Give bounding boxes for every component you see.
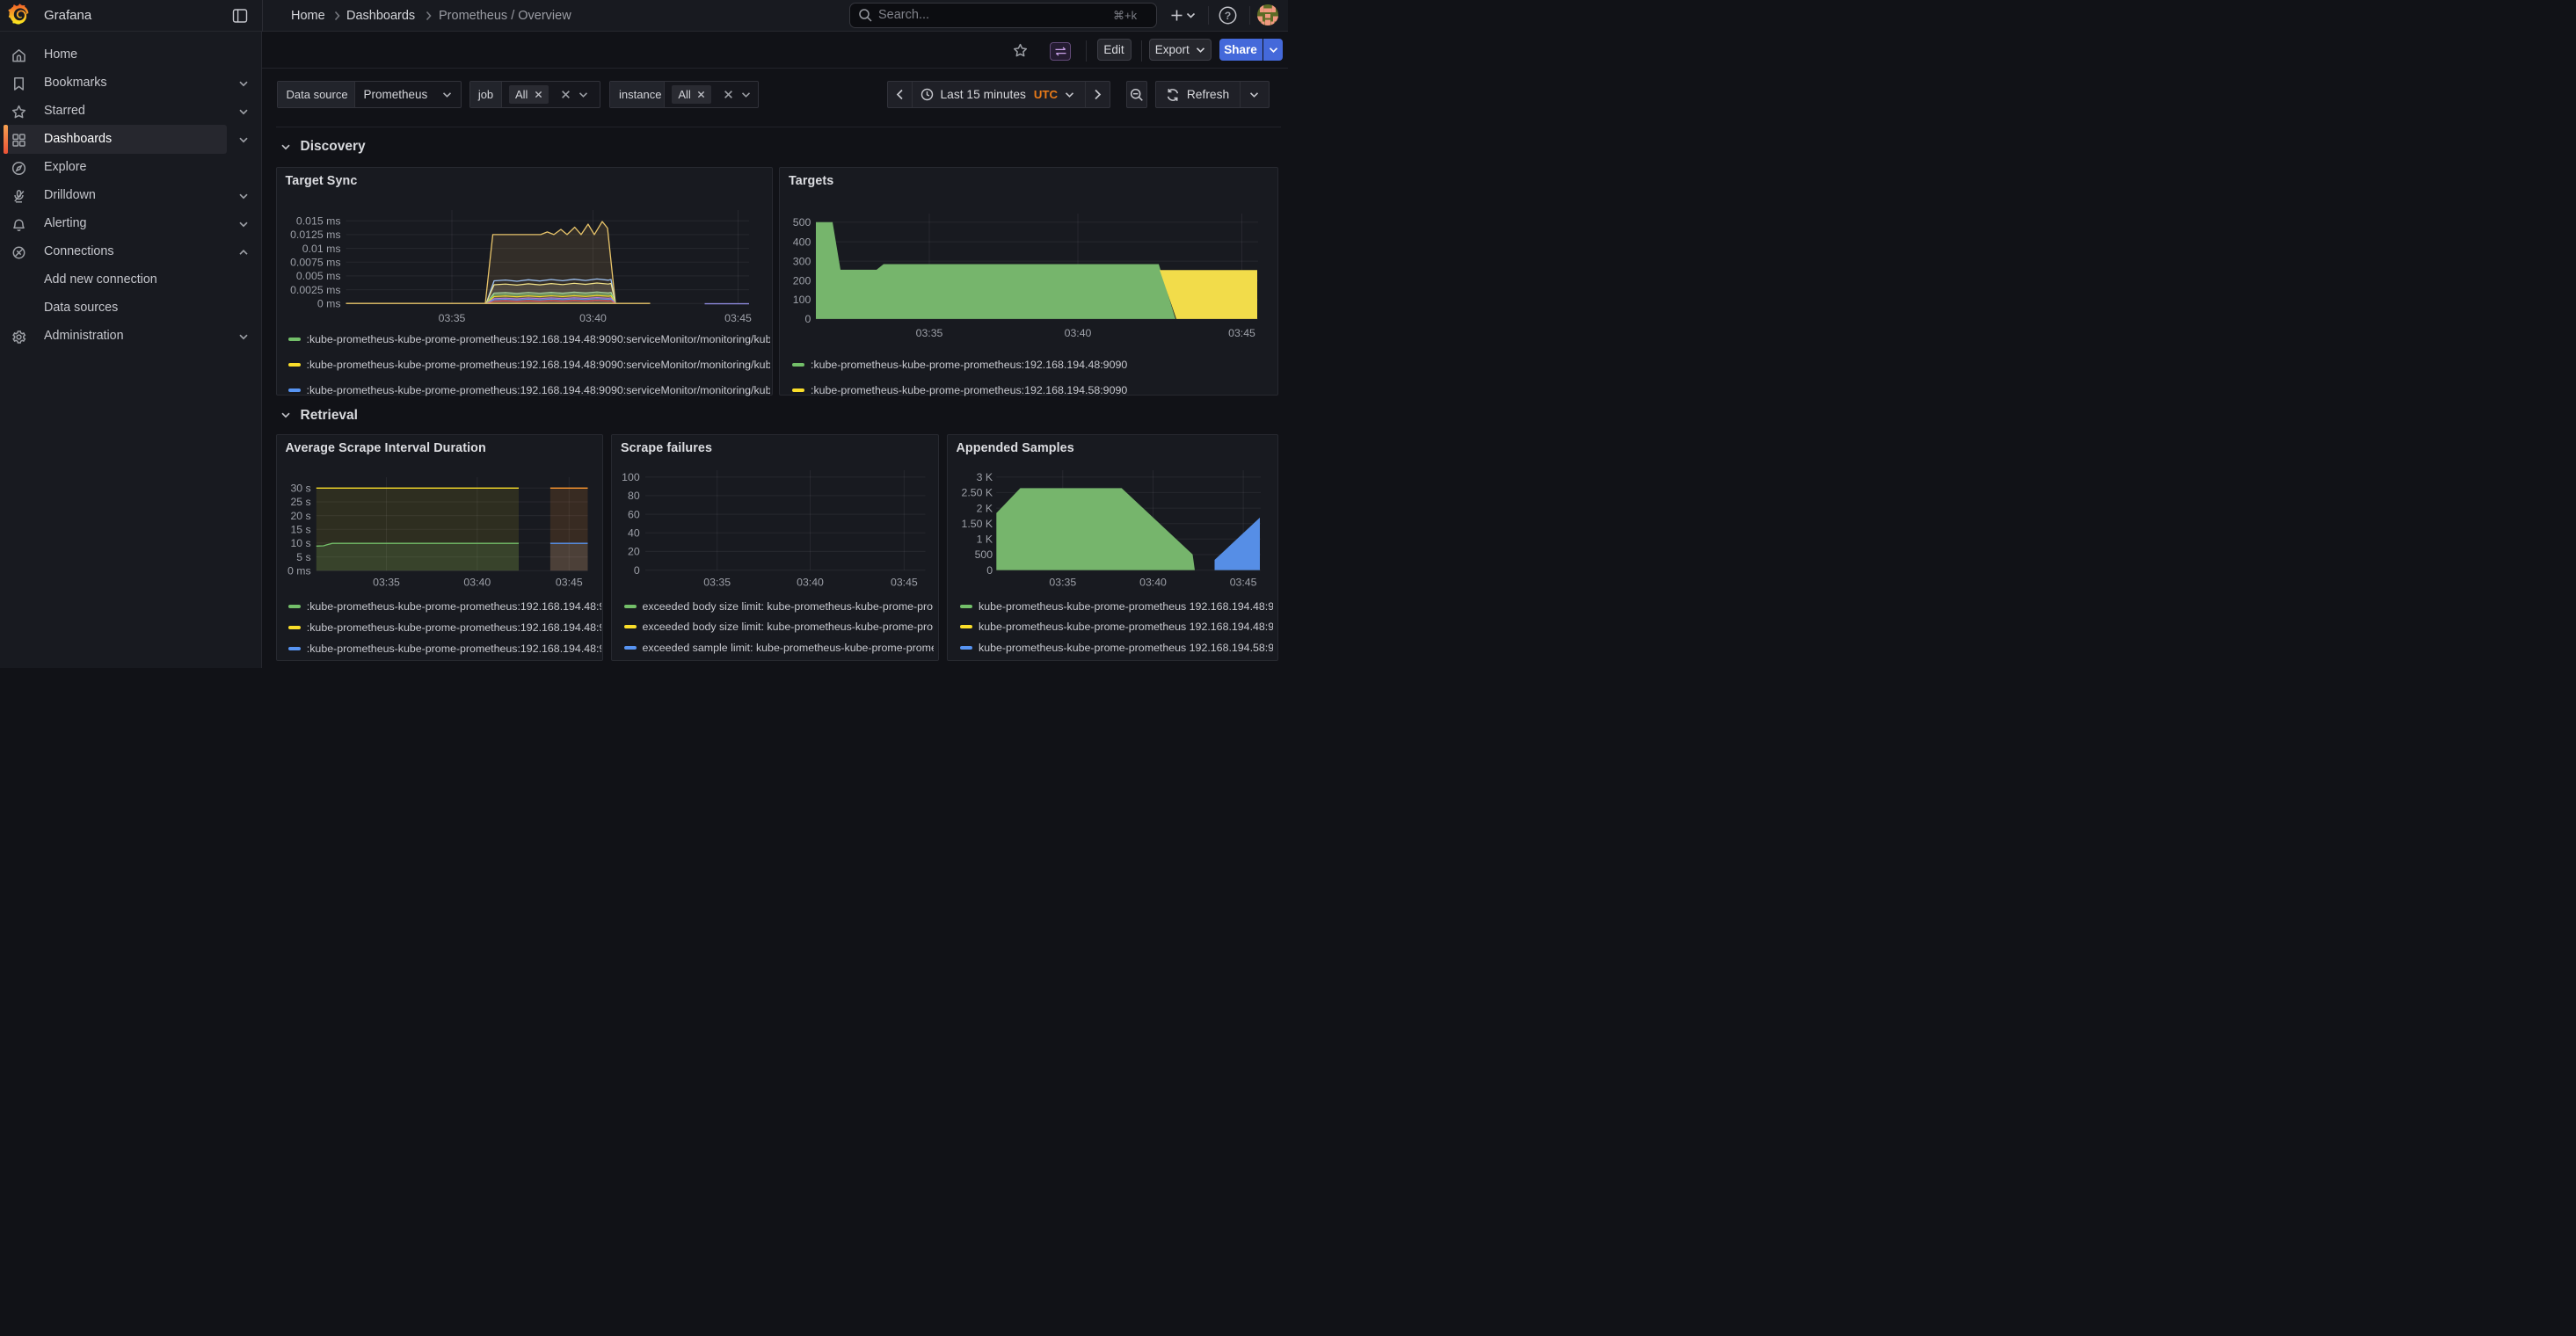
- svg-text:03:35: 03:35: [703, 577, 731, 589]
- svg-text:0: 0: [804, 313, 811, 325]
- svg-text:30 s: 30 s: [290, 483, 310, 495]
- svg-text:0 ms: 0 ms: [317, 297, 340, 309]
- svg-text:03:45: 03:45: [1228, 327, 1255, 339]
- svg-text:300: 300: [793, 255, 811, 267]
- svg-text:03:45: 03:45: [891, 577, 918, 589]
- svg-text:15 s: 15 s: [290, 524, 310, 536]
- svg-text:03:40: 03:40: [463, 577, 491, 589]
- svg-text:0.0075 ms: 0.0075 ms: [290, 256, 340, 268]
- svg-text:0.005 ms: 0.005 ms: [295, 270, 340, 282]
- svg-text:3 K: 3 K: [976, 471, 993, 483]
- svg-text:400: 400: [793, 236, 811, 248]
- svg-text:1 K: 1 K: [976, 534, 993, 546]
- svg-text:0.015 ms: 0.015 ms: [295, 214, 340, 227]
- svg-text:0: 0: [986, 564, 993, 577]
- svg-text:03:35: 03:35: [373, 577, 400, 589]
- svg-text:0.0125 ms: 0.0125 ms: [290, 229, 340, 241]
- svg-text:2.50 K: 2.50 K: [961, 487, 993, 499]
- svg-text:100: 100: [793, 294, 811, 306]
- svg-text:200: 200: [793, 274, 811, 287]
- svg-text:03:35: 03:35: [438, 312, 465, 324]
- svg-text:?: ?: [1225, 10, 1232, 22]
- svg-text:10 s: 10 s: [290, 537, 310, 549]
- svg-text:03:45: 03:45: [1229, 577, 1256, 589]
- svg-text:2 K: 2 K: [976, 502, 993, 514]
- svg-text:03:40: 03:40: [797, 577, 824, 589]
- svg-text:80: 80: [628, 490, 640, 502]
- svg-text:60: 60: [628, 508, 640, 520]
- svg-text:40: 40: [628, 526, 640, 539]
- svg-text:03:45: 03:45: [555, 577, 582, 589]
- svg-text:1.50 K: 1.50 K: [961, 518, 993, 530]
- svg-text:100: 100: [622, 471, 640, 483]
- svg-text:03:35: 03:35: [916, 327, 943, 339]
- svg-text:03:40: 03:40: [1065, 327, 1092, 339]
- svg-text:0 ms: 0 ms: [287, 564, 311, 577]
- svg-text:20: 20: [628, 546, 640, 558]
- svg-text:03:40: 03:40: [579, 312, 607, 324]
- svg-text:0.0025 ms: 0.0025 ms: [290, 283, 340, 295]
- svg-text:5 s: 5 s: [296, 551, 310, 563]
- svg-text:25 s: 25 s: [290, 496, 310, 508]
- svg-text:500: 500: [974, 548, 993, 561]
- svg-text:20 s: 20 s: [290, 510, 310, 522]
- svg-text:03:40: 03:40: [1139, 577, 1167, 589]
- svg-text:03:45: 03:45: [724, 312, 752, 324]
- svg-text:0: 0: [634, 564, 640, 577]
- svg-text:0.01 ms: 0.01 ms: [302, 242, 340, 254]
- svg-text:500: 500: [793, 216, 811, 229]
- svg-text:03:35: 03:35: [1049, 577, 1076, 589]
